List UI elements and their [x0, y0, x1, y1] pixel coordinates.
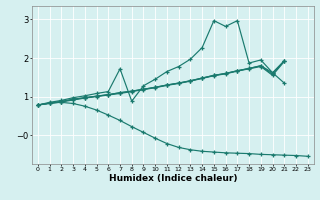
X-axis label: Humidex (Indice chaleur): Humidex (Indice chaleur) — [108, 174, 237, 183]
